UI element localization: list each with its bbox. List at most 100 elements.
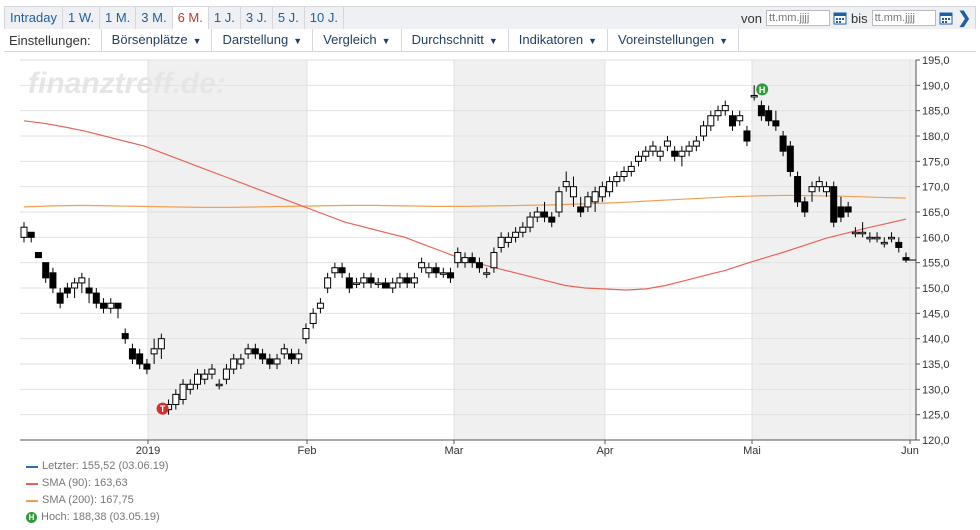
- candle-body: [410, 277, 418, 284]
- candlestick-chart[interactable]: finanztreff.de: 195,0 190,0 185,0 180,0 175,0…: [0, 52, 980, 457]
- candle-body: [497, 236, 505, 248]
- candle-body: [92, 292, 100, 304]
- candle-body: [367, 277, 375, 284]
- tab-1w[interactable]: 1 W.: [63, 7, 100, 29]
- candle: [649, 141, 657, 157]
- tab-10j[interactable]: 10 J.: [305, 7, 344, 29]
- y-tick-label: 125,0: [922, 410, 950, 422]
- y-tick-label: 165,0: [922, 207, 950, 219]
- candle: [360, 272, 368, 288]
- candle-body: [685, 145, 693, 152]
- tab-3j[interactable]: 3 J.: [241, 7, 273, 29]
- candle: [830, 181, 838, 228]
- candle: [316, 298, 324, 314]
- candle-body: [475, 262, 483, 269]
- candle: [627, 161, 635, 177]
- candle: [237, 353, 245, 370]
- high-marker-icon: H: [26, 512, 37, 523]
- menu-voreinstellungen[interactable]: Voreinstellungen ▼: [607, 28, 740, 52]
- y-tick-label: 145,0: [922, 308, 950, 320]
- candle-body: [533, 211, 541, 218]
- settings-bar: Einstellungen: Börsenplätze ▼ Darstellung…: [4, 28, 976, 52]
- menu-darstellung[interactable]: Darstellung ▼: [211, 28, 312, 52]
- tab-1m[interactable]: 1 M.: [100, 7, 137, 29]
- candle-body: [707, 115, 715, 127]
- candle: [837, 196, 845, 223]
- candle: [85, 277, 93, 304]
- candle: [866, 232, 874, 243]
- candle-body: [721, 105, 729, 112]
- candle-body: [403, 277, 411, 284]
- candle: [251, 343, 259, 359]
- candle: [721, 100, 729, 116]
- candle: [736, 110, 744, 126]
- candle: [215, 379, 223, 390]
- candle-body: [671, 150, 679, 157]
- candle-body: [208, 368, 216, 375]
- menu-label: Voreinstellungen: [618, 31, 715, 47]
- tab-3m[interactable]: 3 M.: [136, 7, 173, 29]
- candle-body: [63, 287, 71, 294]
- tab-intraday[interactable]: Intraday: [5, 7, 63, 29]
- candle-body: [461, 257, 469, 264]
- candle-body: [309, 312, 317, 324]
- y-tick-label: 160,0: [922, 232, 950, 244]
- candle-body: [27, 231, 35, 238]
- candle: [772, 110, 780, 131]
- legend-swatch: [26, 499, 38, 502]
- candle: [345, 272, 353, 294]
- calendar-icon[interactable]: [939, 11, 953, 25]
- y-tick-label: 175,0: [922, 156, 950, 168]
- y-tick-label: 150,0: [922, 283, 950, 295]
- tab-6m[interactable]: 6 M.: [172, 7, 209, 29]
- candle: [714, 105, 722, 121]
- candle-body: [56, 292, 64, 304]
- candle-body: [490, 252, 498, 269]
- candle-body: [577, 206, 585, 213]
- candle: [591, 186, 599, 212]
- candle: [20, 222, 28, 243]
- candle: [504, 232, 512, 248]
- candle-body: [772, 120, 780, 127]
- candle: [541, 201, 549, 223]
- menu-indikatoren[interactable]: Indikatoren ▼: [507, 28, 607, 52]
- from-date-input[interactable]: [765, 10, 830, 26]
- tab-5j[interactable]: 5 J.: [273, 7, 305, 29]
- y-tick-label: 120,0: [922, 435, 950, 447]
- candle: [562, 171, 570, 192]
- candle: [598, 181, 606, 202]
- menu-boersenplaetze[interactable]: Börsenplätze ▼: [100, 28, 212, 52]
- candle-body: [873, 236, 881, 240]
- candle: [801, 196, 809, 218]
- candle-body: [179, 383, 187, 400]
- candle: [765, 105, 773, 126]
- candle: [56, 288, 64, 309]
- caret-down-icon: ▼: [293, 35, 303, 46]
- candle: [483, 267, 491, 278]
- candle-body: [374, 282, 382, 285]
- candle: [92, 288, 100, 309]
- candle-body: [750, 94, 758, 98]
- candle-body: [345, 277, 353, 289]
- tab-1j[interactable]: 1 J.: [209, 7, 241, 29]
- candle: [656, 146, 664, 162]
- menu-vergleich[interactable]: Vergleich ▼: [312, 28, 400, 52]
- y-tick-label: 135,0: [922, 359, 950, 371]
- candle-body: [128, 348, 136, 360]
- candle-body: [620, 170, 628, 178]
- chart-legend: Letzter: 155,52 (03.06.19) SMA (90): 163,…: [26, 458, 169, 526]
- chevron-right-icon[interactable]: ❯: [957, 10, 971, 27]
- candle: [526, 212, 534, 233]
- candle-body: [569, 186, 577, 198]
- candle: [396, 272, 404, 288]
- candle: [895, 237, 903, 253]
- candle-body: [418, 262, 426, 269]
- calendar-icon[interactable]: [833, 11, 847, 25]
- month-band: [148, 60, 307, 440]
- from-label: von: [741, 10, 762, 26]
- candle: [157, 333, 165, 359]
- menu-durchschnitt[interactable]: Durchschnitt ▼: [400, 28, 508, 52]
- to-date-input[interactable]: [871, 10, 936, 26]
- candle-body: [194, 373, 202, 385]
- candle: [700, 120, 708, 142]
